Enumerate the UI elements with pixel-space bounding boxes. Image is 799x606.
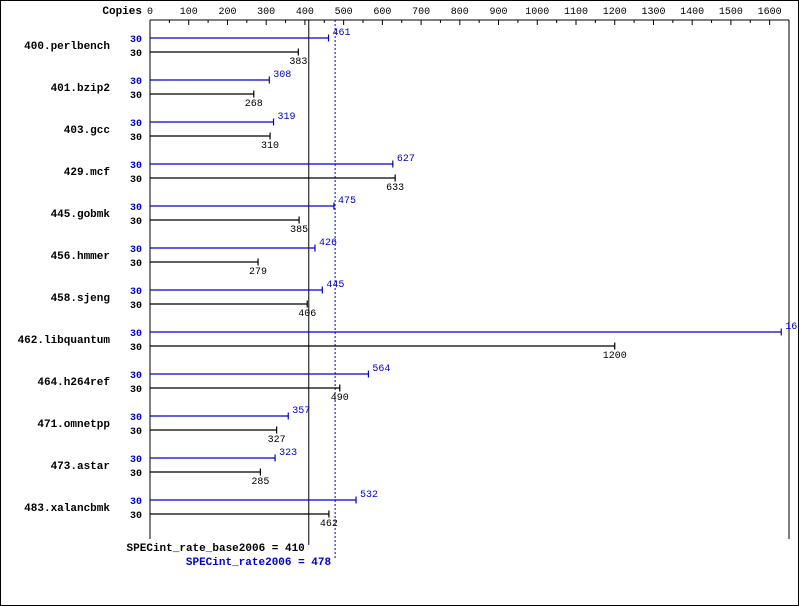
- x-tick-label: 1300: [641, 7, 665, 18]
- base-value: 310: [261, 141, 279, 152]
- benchmark-name: 456.hmmer: [51, 251, 110, 263]
- benchmark-name: 401.bzip2: [51, 83, 110, 95]
- peak-value: 323: [279, 448, 297, 459]
- copies-base: 30: [130, 49, 142, 60]
- copies-peak: 30: [130, 161, 142, 172]
- base-value: 285: [251, 477, 269, 488]
- base-value: 268: [245, 99, 263, 110]
- benchmark-name: 400.perlbench: [24, 41, 110, 53]
- base-value: 385: [290, 225, 308, 236]
- x-tick-label: 400: [296, 7, 314, 18]
- x-tick-label: 1000: [525, 7, 549, 18]
- base-value: 383: [289, 57, 307, 68]
- x-tick-label: 500: [335, 7, 353, 18]
- peak-value: 445: [326, 280, 344, 291]
- copies-base: 30: [130, 175, 142, 186]
- peak-value: 357: [292, 406, 310, 417]
- peak-value: 426: [319, 238, 337, 249]
- copies-peak: 30: [130, 497, 142, 508]
- peak-value: 308: [273, 70, 291, 81]
- x-tick-label: 200: [218, 7, 236, 18]
- base-value: 633: [386, 183, 404, 194]
- copies-peak: 30: [130, 77, 142, 88]
- peak-value: 627: [397, 154, 415, 165]
- x-tick-label: 800: [451, 7, 469, 18]
- spec-benchmark-chart: Copies 0 100 200 300 400 500 600 700 800 900 1000 11…: [0, 0, 799, 606]
- x-tick-label: 700: [412, 7, 430, 18]
- base-value: 490: [331, 393, 349, 404]
- base-value: 327: [268, 435, 286, 446]
- x-tick-label: 1500: [719, 7, 743, 18]
- copies-base: 30: [130, 91, 142, 102]
- x-tick-label: 0: [147, 7, 153, 18]
- copies-peak: 30: [130, 413, 142, 424]
- copies-base: 30: [130, 385, 142, 396]
- peak-value: 532: [360, 490, 378, 501]
- copies-base: 30: [130, 259, 142, 270]
- x-tick-label: 300: [257, 7, 275, 18]
- copies-base: 30: [130, 511, 142, 522]
- base-value: 1200: [603, 351, 627, 362]
- benchmark-name: 403.gcc: [64, 125, 110, 137]
- copies-peak: 30: [130, 119, 142, 130]
- x-tick-label: 900: [490, 7, 508, 18]
- x-tick-label: 1600: [758, 7, 782, 18]
- ref-peak-label: SPECint_rate2006 = 478: [186, 557, 332, 569]
- base-value: 279: [249, 267, 267, 278]
- x-tick-label: 1400: [680, 7, 704, 18]
- x-tick-label: 600: [373, 7, 391, 18]
- copies-peak: 30: [130, 371, 142, 382]
- copies-peak: 30: [130, 329, 142, 340]
- x-tick-label: 1100: [564, 7, 588, 18]
- peak-value: 319: [278, 112, 296, 123]
- benchmark-name: 458.sjeng: [51, 293, 110, 305]
- copies-peak: 30: [130, 203, 142, 214]
- ref-base-label: SPECint_rate_base2006 = 410: [127, 543, 305, 555]
- copies-peak: 30: [130, 455, 142, 466]
- copies-base: 30: [130, 427, 142, 438]
- copies-base: 30: [130, 133, 142, 144]
- copies-peak: 30: [130, 245, 142, 256]
- peak-value: 475: [338, 196, 356, 207]
- peak-value: 1630: [785, 322, 799, 333]
- benchmark-name: 471.omnetpp: [37, 419, 110, 431]
- benchmark-name: 429.mcf: [64, 167, 111, 179]
- copies-base: 30: [130, 343, 142, 354]
- x-tick-label: 100: [180, 7, 198, 18]
- benchmark-name: 473.astar: [51, 461, 110, 473]
- benchmark-name: 483.xalancbmk: [24, 503, 110, 515]
- benchmark-name: 462.libquantum: [18, 335, 111, 347]
- copies-base: 30: [130, 469, 142, 480]
- copies-peak: 30: [130, 287, 142, 298]
- copies-header: Copies: [102, 6, 142, 18]
- copies-base: 30: [130, 217, 142, 228]
- base-value: 406: [298, 309, 316, 320]
- copies-peak: 30: [130, 35, 142, 46]
- base-value: 462: [320, 519, 338, 530]
- x-tick-label: 1200: [603, 7, 627, 18]
- peak-value: 564: [372, 364, 390, 375]
- copies-base: 30: [130, 301, 142, 312]
- benchmark-name: 445.gobmk: [51, 209, 111, 221]
- benchmark-name: 464.h264ref: [37, 377, 110, 389]
- peak-value: 461: [333, 28, 351, 39]
